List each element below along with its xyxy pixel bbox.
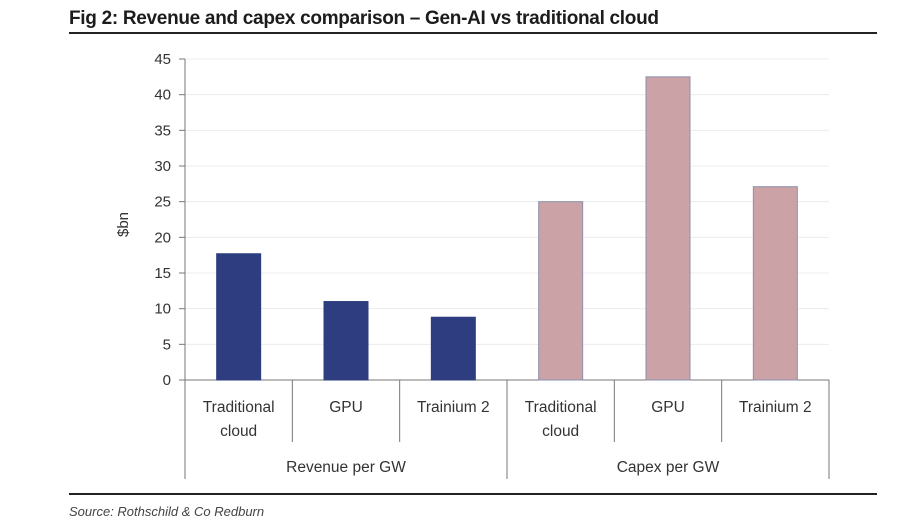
bar [645, 76, 691, 381]
y-tick-label: 20 [154, 229, 171, 246]
x-category-label: GPU [651, 399, 685, 416]
x-group-label: Revenue per GW [286, 459, 406, 476]
x-category-label: cloud [542, 423, 579, 440]
bar [752, 186, 798, 381]
x-category-label: Traditional [525, 399, 597, 416]
y-axis-label: $bn [115, 212, 132, 237]
x-category-label: GPU [329, 399, 363, 416]
chart-title: Fig 2: Revenue and capex comparison – Ge… [69, 8, 659, 29]
source-note: Source: Rothschild & Co Redburn [69, 504, 265, 519]
title-rule [69, 32, 877, 34]
x-group-label: Capex per GW [617, 459, 720, 476]
y-tick-label: 35 [154, 122, 171, 139]
y-tick-label: 10 [154, 301, 171, 318]
y-tick-label: 25 [154, 194, 171, 211]
y-tick-label: 40 [154, 87, 171, 104]
y-tick-label: 5 [163, 336, 171, 353]
y-tick-label: 30 [154, 158, 171, 175]
y-tick-label: 45 [154, 51, 171, 68]
y-tick-label: 0 [163, 372, 171, 389]
bar [216, 253, 262, 381]
bar [538, 201, 584, 381]
x-category-label: cloud [220, 423, 257, 440]
x-category-label: Trainium 2 [739, 399, 812, 416]
x-category-label: Trainium 2 [417, 399, 490, 416]
bar [323, 301, 369, 381]
bar [430, 316, 476, 381]
x-category-label: Traditional [203, 399, 275, 416]
y-tick-label: 15 [154, 265, 171, 282]
source-rule [69, 493, 877, 495]
